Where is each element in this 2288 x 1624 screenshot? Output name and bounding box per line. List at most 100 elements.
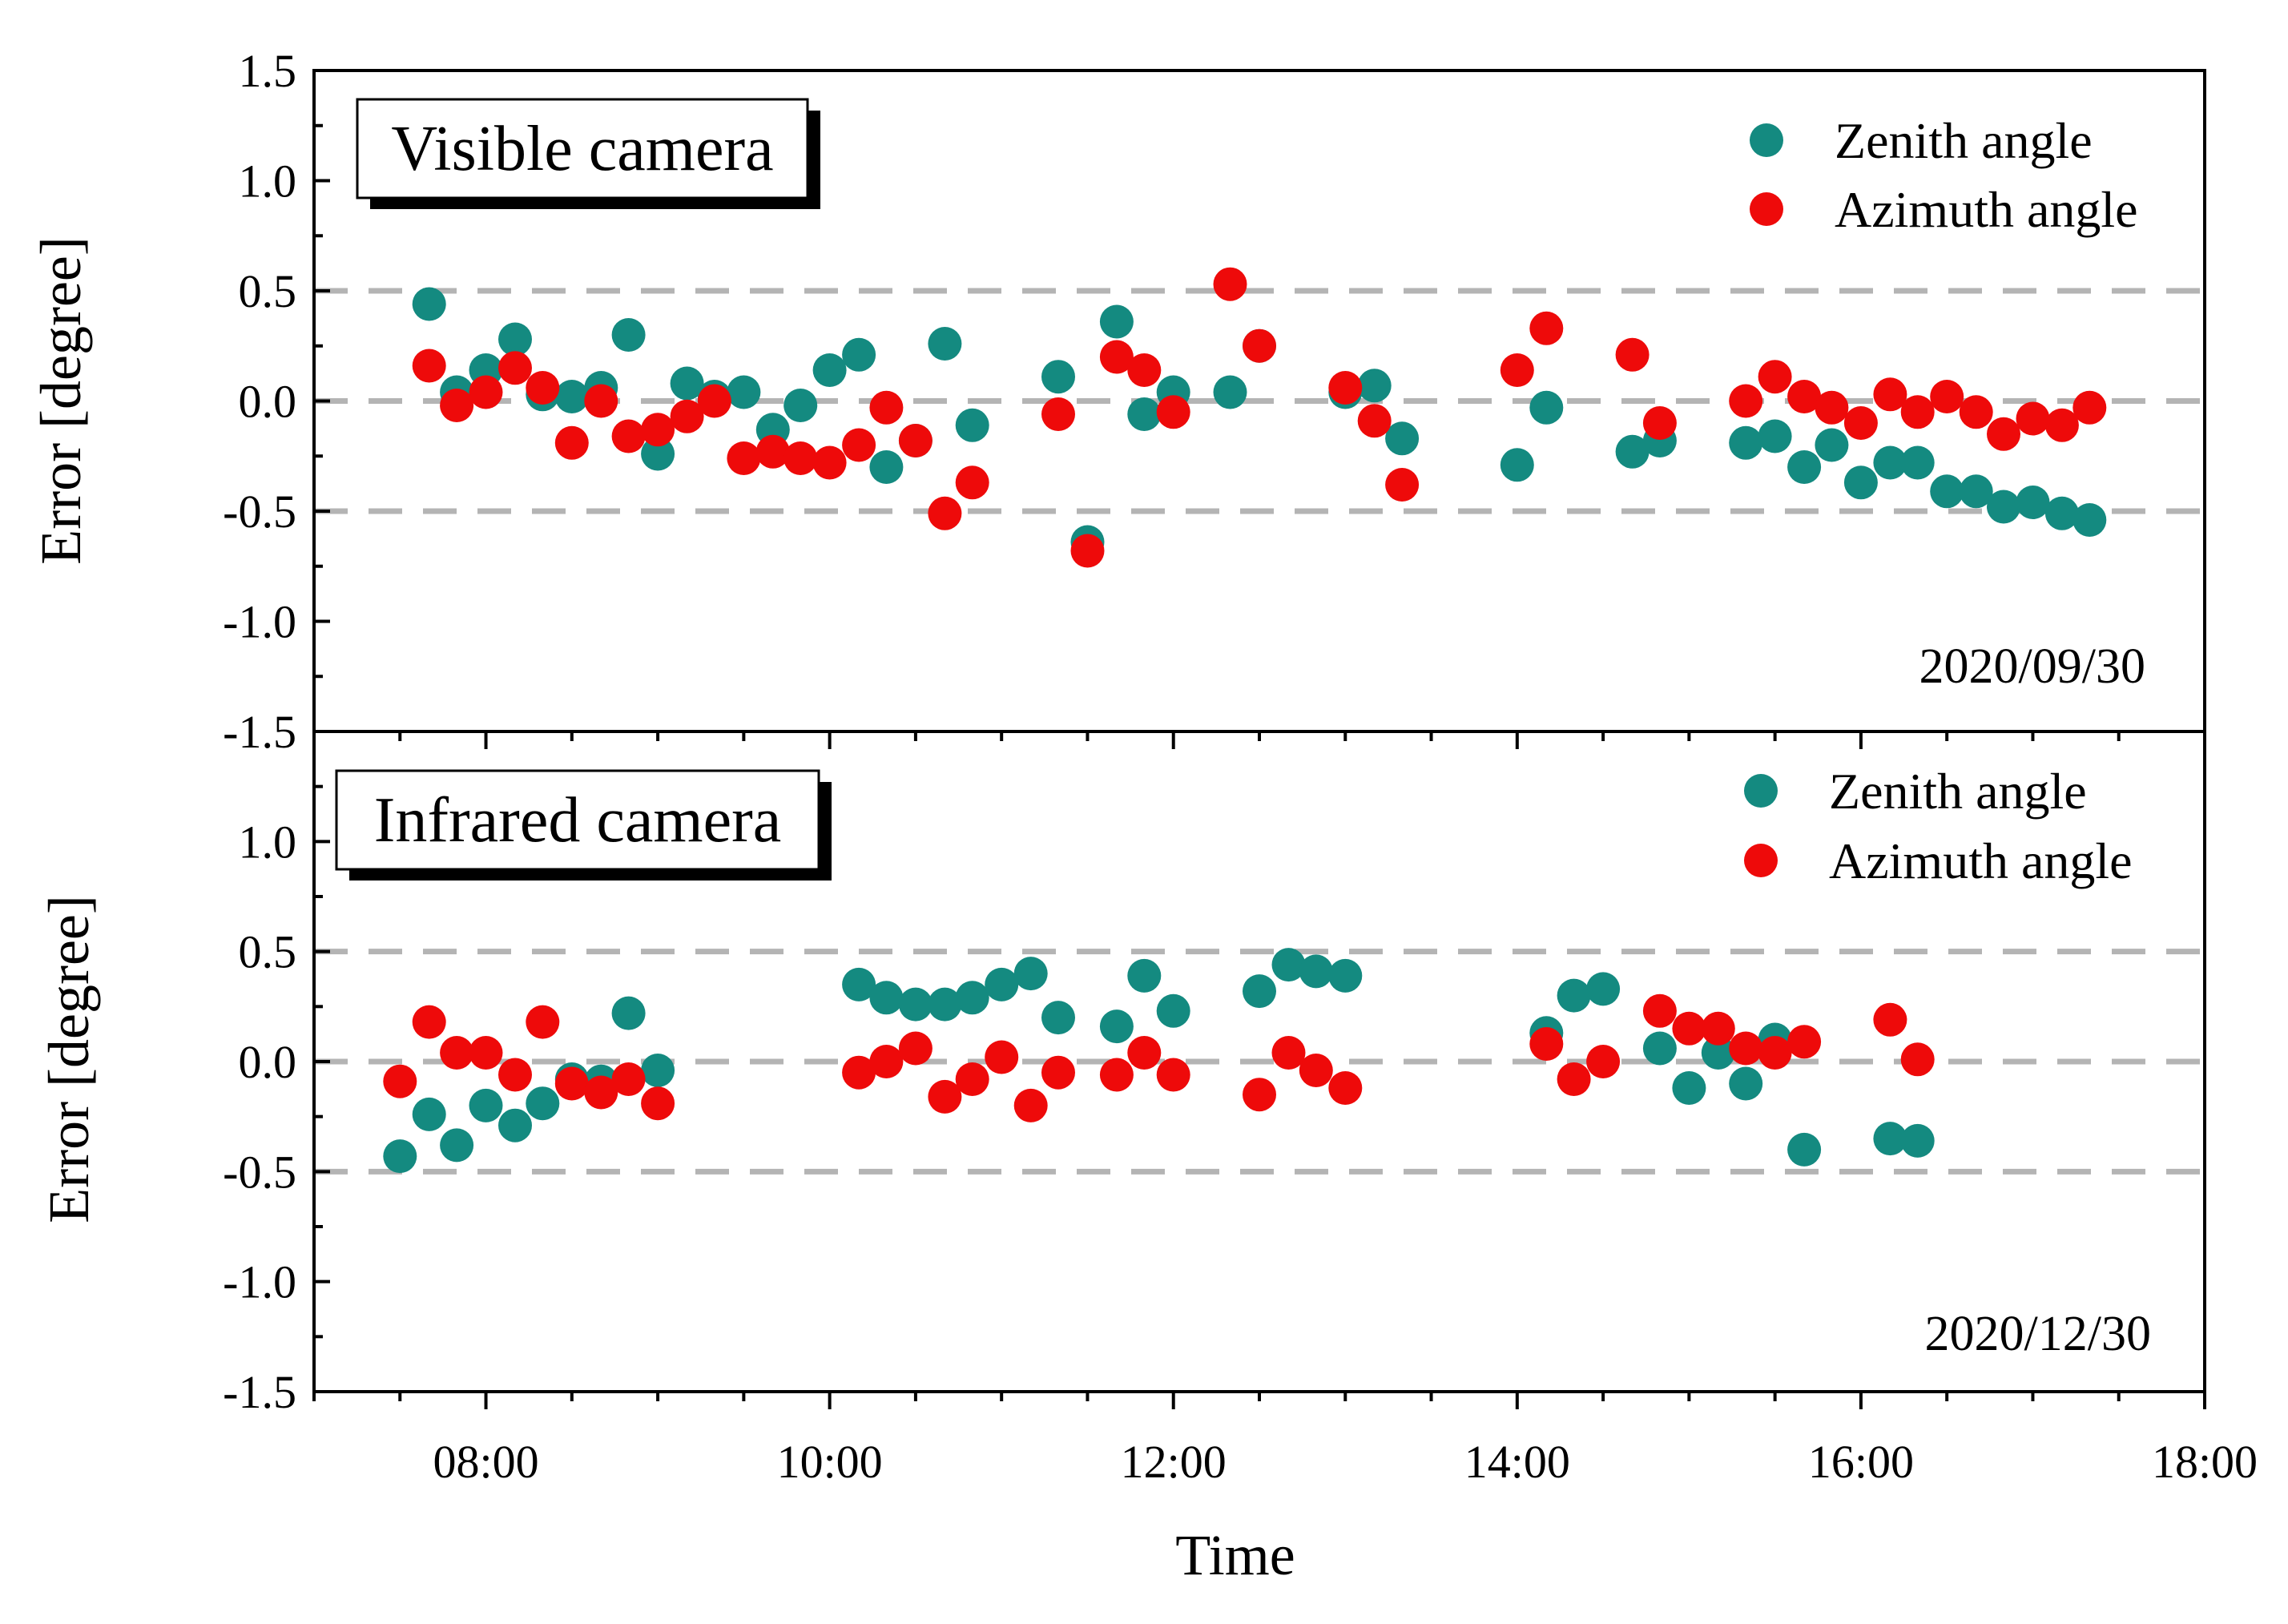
point-zenith — [641, 437, 675, 471]
point-azimuth — [641, 413, 675, 447]
point-azimuth — [498, 351, 532, 385]
point-azimuth — [955, 1062, 989, 1096]
point-azimuth — [1271, 1036, 1306, 1070]
y-tick-label: 0.5 — [239, 926, 297, 978]
point-azimuth — [526, 1005, 560, 1039]
y-tick-labels: 1.5 1.0 0.5 0.0 -0.5 -1.0 -1.5 — [223, 45, 296, 758]
point-zenith — [1815, 428, 1849, 462]
point-azimuth — [412, 1005, 446, 1039]
point-azimuth — [1529, 311, 1564, 345]
point-azimuth — [1815, 390, 1849, 425]
point-azimuth — [611, 1062, 646, 1096]
y-tick-label: -1.0 — [223, 1256, 296, 1308]
y-tick-label: 0.0 — [239, 1036, 297, 1088]
point-zenith — [1357, 369, 1392, 403]
legend-label-zenith: Zenith angle — [1835, 112, 2093, 169]
x-tick-label: 16:00 — [1808, 1436, 1914, 1488]
point-zenith — [383, 1139, 417, 1174]
point-azimuth — [898, 1031, 933, 1066]
legend-marker-zenith — [1750, 123, 1783, 157]
point-zenith — [1615, 434, 1650, 469]
point-zenith — [469, 1088, 503, 1122]
x-tick-label: 10:00 — [777, 1436, 883, 1488]
point-azimuth — [898, 424, 933, 457]
point-zenith — [1642, 1031, 1677, 1066]
point-azimuth — [554, 425, 589, 460]
point-azimuth — [869, 390, 904, 425]
point-zenith — [1099, 304, 1134, 339]
point-zenith — [783, 389, 818, 422]
point-azimuth — [1873, 377, 1907, 412]
point-zenith — [1729, 1066, 1763, 1101]
point-azimuth — [383, 1064, 417, 1098]
y-tick-label: -1.5 — [223, 706, 296, 758]
point-zenith — [869, 981, 904, 1015]
point-azimuth — [842, 1055, 876, 1090]
panel-title-box: Visible camera — [356, 98, 820, 209]
point-azimuth — [1787, 380, 1822, 413]
point-azimuth — [1328, 1071, 1363, 1105]
point-zenith — [1672, 1071, 1706, 1105]
point-zenith — [1729, 425, 1763, 460]
point-zenith — [1930, 474, 1964, 509]
point-zenith — [412, 1097, 446, 1131]
y-tick-label: -1.5 — [223, 1366, 296, 1418]
panel-title: Visible camera — [391, 114, 773, 184]
point-azimuth — [1900, 1042, 1935, 1077]
point-azimuth — [1041, 1055, 1075, 1090]
point-zenith — [928, 327, 962, 361]
point-zenith — [1557, 978, 1591, 1013]
point-azimuth — [611, 419, 646, 453]
point-zenith — [1041, 360, 1075, 394]
point-azimuth — [498, 1058, 532, 1092]
point-zenith — [1701, 1036, 1735, 1070]
point-azimuth — [1127, 353, 1162, 387]
point-zenith — [611, 318, 646, 352]
point-zenith — [611, 996, 646, 1030]
point-azimuth — [1642, 993, 1677, 1028]
point-zenith — [1900, 1123, 1935, 1158]
legend: Zenith angle Azimuth angle — [1744, 763, 2133, 889]
point-azimuth — [1500, 353, 1534, 387]
point-zenith — [641, 1054, 675, 1087]
point-azimuth — [928, 496, 962, 530]
point-azimuth — [727, 441, 761, 475]
point-azimuth — [1070, 534, 1105, 568]
point-azimuth — [1213, 267, 1247, 301]
legend-label-azimuth: Azimuth angle — [1829, 832, 2133, 889]
point-azimuth — [1529, 1027, 1564, 1061]
point-azimuth — [1385, 468, 1420, 502]
point-azimuth — [928, 1079, 962, 1114]
point-azimuth — [1930, 380, 1964, 413]
y-tick-label: 0.0 — [239, 376, 297, 428]
point-azimuth — [1900, 395, 1935, 429]
point-azimuth — [2016, 401, 2050, 436]
point-zenith — [498, 1108, 532, 1142]
reference-lines — [314, 949, 2205, 1175]
scatter-points — [412, 267, 2107, 568]
point-zenith — [1127, 397, 1162, 431]
point-azimuth — [469, 1036, 503, 1070]
y-tick-label: 1.0 — [239, 816, 297, 868]
point-azimuth — [1099, 340, 1134, 374]
point-azimuth — [641, 1086, 675, 1121]
point-azimuth — [1758, 1036, 1792, 1070]
x-tick-labels: 08:00 10:00 12:00 14:00 16:00 18:00 — [433, 1436, 2258, 1488]
point-azimuth — [812, 445, 847, 480]
point-zenith — [554, 380, 589, 413]
point-zenith — [1843, 465, 1878, 500]
point-zenith — [955, 981, 989, 1015]
point-zenith — [1299, 954, 1333, 989]
tick-marks — [312, 730, 2206, 1409]
point-zenith — [1873, 1122, 1907, 1156]
legend-marker-azimuth — [1744, 844, 1778, 877]
scatter-points — [383, 948, 1935, 1174]
point-azimuth — [1959, 395, 1993, 429]
point-azimuth — [1642, 406, 1677, 440]
point-azimuth — [1729, 1031, 1763, 1066]
point-azimuth — [783, 441, 818, 475]
point-azimuth — [670, 399, 704, 433]
point-azimuth — [985, 1040, 1019, 1074]
point-zenith — [1987, 490, 2020, 524]
point-zenith — [2044, 496, 2079, 530]
